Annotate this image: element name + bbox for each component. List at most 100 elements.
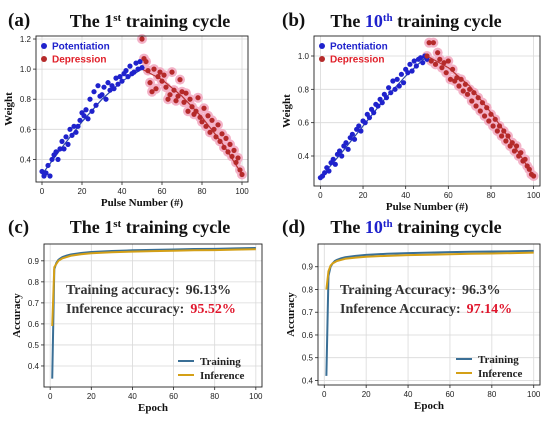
depression-point xyxy=(157,69,163,75)
potentiation-point xyxy=(83,107,89,113)
x-tick-label: 100 xyxy=(249,392,263,401)
legend-label-depression: Depression xyxy=(52,55,106,66)
chart-title: The 1st training cycle xyxy=(70,11,230,31)
depression-point xyxy=(454,75,460,81)
x-tick-label: 100 xyxy=(235,187,249,196)
title-superscript: th xyxy=(383,218,393,230)
y-axis-label: Weight xyxy=(281,94,293,128)
potentiation-point xyxy=(343,140,349,146)
depression-point xyxy=(522,156,528,162)
potentiation-point xyxy=(107,87,113,93)
potentiation-point xyxy=(93,102,99,108)
potentiation-point xyxy=(87,96,93,102)
legend-label-potentiation: Potentiation xyxy=(52,42,110,53)
y-tick-label: 1.0 xyxy=(298,52,310,61)
y-tick-label: 0.6 xyxy=(20,125,32,134)
depression-point xyxy=(145,68,151,74)
potentiation-point xyxy=(133,60,139,66)
potentiation-point xyxy=(362,120,368,126)
potentiation-point xyxy=(349,131,355,137)
potentiation-point xyxy=(85,116,91,122)
x-axis-label: Pulse Number (#) xyxy=(101,197,184,209)
x-tick-label: 100 xyxy=(527,390,541,399)
axes-frame xyxy=(313,35,541,187)
title-text-end: training cycle xyxy=(393,217,502,237)
y-tick-label: 0.9 xyxy=(28,257,40,266)
depression-point xyxy=(227,141,233,147)
training-accuracy-annotation: Training Accuracy: 96.3% xyxy=(340,283,501,298)
potentiation-point xyxy=(390,78,396,84)
panel-label: (c) xyxy=(8,217,29,238)
potentiation-point xyxy=(127,63,133,69)
potentiation-point xyxy=(117,74,123,80)
potentiation-point xyxy=(135,66,141,72)
chart-title: The 10th training cycle xyxy=(330,11,501,31)
x-tick-label: 40 xyxy=(404,390,413,399)
depression-point xyxy=(193,108,199,114)
potentiation-point xyxy=(63,134,69,140)
legend: Potentiation Depression xyxy=(319,42,388,66)
legend: Potentiation Depression xyxy=(41,42,110,66)
depression-point xyxy=(207,129,213,135)
inference-accuracy-value: 97.14% xyxy=(467,302,513,317)
inference-accuracy-annotation: Inference accuracy: 95.52% xyxy=(66,302,236,317)
depression-point xyxy=(492,116,498,122)
title-cycle-number: 10 xyxy=(365,217,383,237)
depression-point xyxy=(143,58,149,65)
depression-point xyxy=(513,143,520,149)
depression-point xyxy=(475,95,481,101)
depression-point xyxy=(155,74,161,80)
depression-point xyxy=(428,58,434,64)
grid-lines xyxy=(318,244,540,385)
inference-accuracy-label: Inference Accuracy: xyxy=(340,302,461,317)
depression-point xyxy=(239,171,245,178)
depression-point xyxy=(473,103,479,109)
y-tick-label: 0.8 xyxy=(298,85,310,94)
depression-point xyxy=(169,69,175,75)
depression-point xyxy=(139,36,145,42)
x-tick-label: 20 xyxy=(359,191,368,200)
depression-point xyxy=(163,84,169,90)
potentiation-point xyxy=(59,138,65,144)
potentiation-point xyxy=(131,69,137,75)
depression-point xyxy=(430,40,436,46)
depression-point xyxy=(181,99,187,105)
depression-point xyxy=(447,76,454,82)
legend-label-depression: Depression xyxy=(330,55,384,66)
potentiation-series xyxy=(317,53,430,181)
depression-point xyxy=(151,66,157,72)
depression-series xyxy=(139,36,245,178)
y-tick-label: 0.6 xyxy=(28,320,40,329)
depression-point xyxy=(501,128,507,134)
potentiation-point xyxy=(111,86,117,92)
potentiation-point xyxy=(57,146,63,152)
depression-point xyxy=(464,91,471,97)
y-axis-label: Weight xyxy=(3,92,15,126)
x-tick-label: 80 xyxy=(210,392,219,401)
title-text-end: training cycle xyxy=(121,217,230,237)
potentiation-point xyxy=(332,161,338,167)
potentiation-point xyxy=(69,132,75,138)
depression-point xyxy=(177,77,183,83)
title-text-start: The xyxy=(330,217,365,237)
potentiation-series xyxy=(39,58,145,179)
depression-point xyxy=(490,123,496,129)
potentiation-point xyxy=(398,71,405,77)
potentiation-point xyxy=(67,126,73,132)
depression-point xyxy=(153,86,159,92)
depression-point xyxy=(173,98,179,104)
legend-label-inference: Inference xyxy=(478,368,523,380)
potentiation-point xyxy=(105,80,111,86)
depression-point xyxy=(494,128,500,134)
depression-point xyxy=(435,50,441,56)
potentiation-point xyxy=(115,81,121,87)
depression-point xyxy=(189,104,195,110)
potentiation-point xyxy=(375,103,381,109)
legend-label-potentiation: Potentiation xyxy=(330,42,388,53)
inference-accuracy-label: Inference accuracy: xyxy=(66,302,184,317)
title-text-end: training cycle xyxy=(393,11,502,31)
depression-point xyxy=(469,98,475,104)
depression-point xyxy=(426,40,432,46)
x-tick-label: 20 xyxy=(78,187,87,196)
inference-accuracy-annotation: Inference Accuracy: 97.14% xyxy=(340,302,512,317)
